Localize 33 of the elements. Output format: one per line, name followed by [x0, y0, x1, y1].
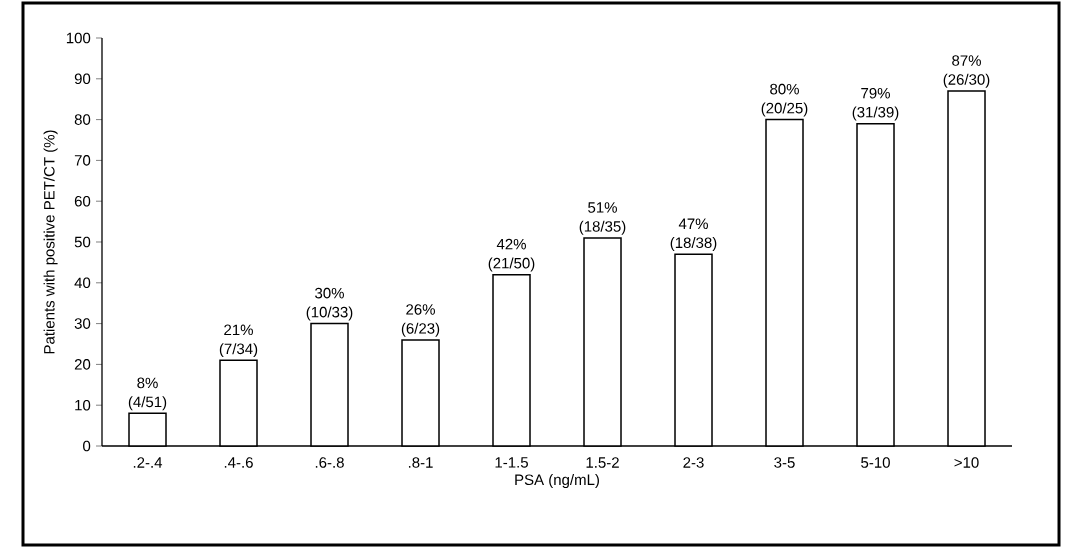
y-tick-label: 100 [66, 32, 91, 44]
x-tick-label: .6-.8 [315, 457, 344, 468]
y-tick-label: 70 [74, 155, 91, 166]
x-tick-label: 3-5 [774, 457, 795, 468]
x-axis-title: PSA (ng/mL) [515, 474, 599, 488]
x-tick-label: 1.5-2 [586, 457, 619, 468]
y-tick-label: 90 [74, 73, 91, 85]
data-label: 8% (4/51) [128, 377, 167, 411]
x-tick-label: .8-1 [408, 457, 433, 468]
y-tick-label: 40 [74, 277, 91, 289]
x-tick-label: 2-3 [683, 457, 704, 468]
data-label: 79% (31/39) [852, 87, 899, 121]
y-axis-title: Patients with positive PET/CT (%) [43, 130, 58, 354]
y-tick-label: 10 [75, 399, 91, 411]
data-label: 80% (20/25) [761, 83, 808, 117]
y-tick-label: 20 [74, 359, 91, 370]
data-label: 21% (7/34) [219, 324, 258, 358]
y-tick-label: 60 [74, 195, 91, 207]
y-tick-label: 50 [74, 236, 91, 248]
data-label: 87% (26/30) [943, 55, 990, 88]
data-label: 42% (21/50) [488, 238, 535, 272]
x-tick-label: >10 [954, 457, 979, 468]
x-tick-label: .2-.4 [133, 457, 163, 468]
x-tick-label: 5-10 [861, 457, 890, 468]
data-label: 47% (18/38) [670, 218, 717, 252]
data-label: 51% (18/35) [579, 202, 626, 235]
data-label: 26% (6/23) [401, 304, 440, 337]
y-tick-label: 0 [83, 440, 91, 452]
data-label: 30% (10/33) [306, 287, 353, 321]
y-tick-label: 30 [74, 318, 91, 329]
y-tick-label: 80 [74, 114, 91, 125]
x-tick-label: 1-1.5 [495, 457, 528, 468]
x-tick-label: .4-.6 [224, 457, 253, 468]
